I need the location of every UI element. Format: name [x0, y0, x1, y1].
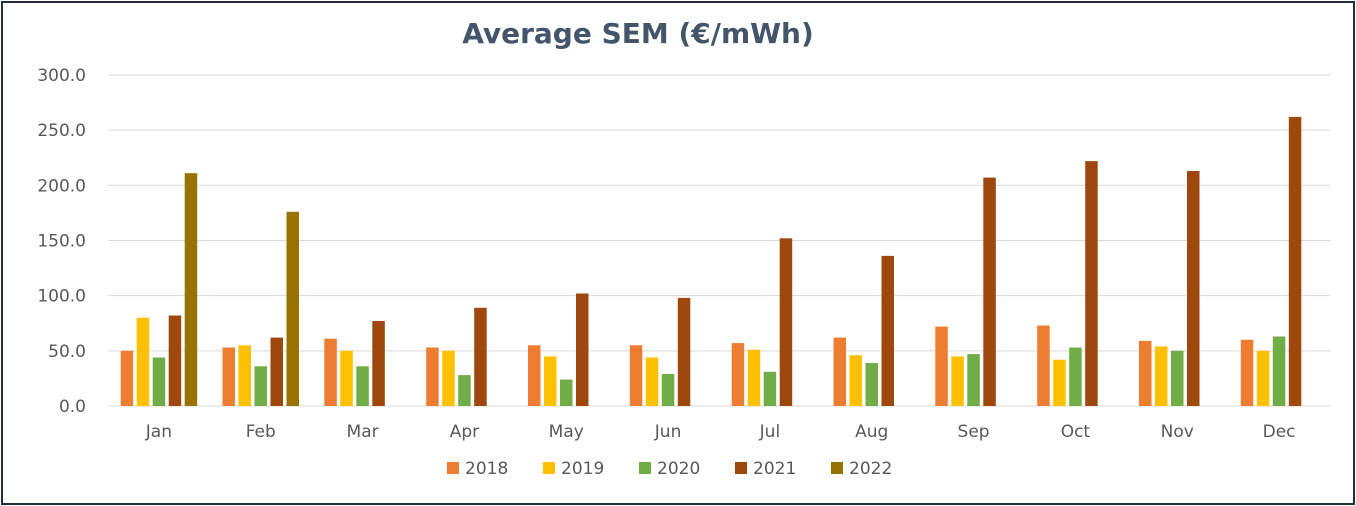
bar-2021-nov [1187, 171, 1200, 406]
bar-2019-jan [136, 317, 150, 406]
bar-2019-jul [747, 349, 761, 406]
x-tick-label: Apr [450, 422, 479, 442]
bar-2022-feb [286, 211, 299, 406]
y-tick-label: 0.0 [59, 397, 86, 417]
x-tick-label: Jun [654, 422, 682, 442]
y-axis-ticks: 0.0 50.0 100.0 150.0 200.0 250.0 300.0 [37, 66, 86, 417]
y-tick-label: 150.0 [37, 232, 86, 252]
legend-label-2021: 2021 [753, 459, 796, 479]
bar-2020-feb [254, 366, 267, 406]
bar-2019-apr [442, 350, 455, 406]
bar-2018-jun [629, 345, 643, 406]
bar-2018-sep [935, 326, 948, 406]
bar-2021-may [576, 293, 589, 406]
bar-2018-feb [222, 347, 235, 406]
legend-swatch-2018 [447, 462, 459, 474]
bar-2020-aug [865, 363, 878, 406]
x-tick-label: Dec [1263, 422, 1296, 442]
bar-2018-jul [731, 343, 745, 406]
bars [120, 116, 1302, 407]
bar-2018-mar [324, 338, 337, 406]
y-tick-label: 50.0 [48, 342, 86, 362]
bar-2018-may [528, 345, 541, 406]
bar-2021-aug [881, 255, 894, 406]
bar-2018-nov [1139, 340, 1152, 406]
bar-2021-jan [168, 315, 182, 406]
x-tick-label: Oct [1061, 422, 1091, 442]
y-tick-label: 300.0 [37, 66, 86, 86]
bar-2020-apr [458, 375, 471, 406]
bar-2021-feb [270, 337, 283, 406]
gridlines [108, 74, 1330, 407]
bar-2019-mar [340, 350, 353, 406]
legend-label-2022: 2022 [849, 459, 892, 479]
x-tick-label: May [549, 422, 584, 442]
legend-label-2018: 2018 [465, 459, 508, 479]
bar-2020-may [560, 379, 573, 406]
bar-2021-oct [1085, 161, 1098, 406]
bar-2020-mar [356, 366, 369, 406]
bar-2021-sep [983, 177, 996, 406]
bar-2019-nov [1155, 346, 1168, 406]
legend-swatch-2021 [735, 462, 747, 474]
x-tick-label: Feb [246, 422, 276, 442]
bar-2020-dec [1272, 336, 1286, 406]
bar-2020-jul [763, 371, 777, 406]
bar-2020-jun [661, 374, 675, 406]
bar-2018-aug [833, 337, 846, 406]
bar-2018-dec [1240, 339, 1254, 406]
bar-2019-oct [1053, 359, 1066, 406]
bar-2018-jan [120, 350, 134, 406]
x-tick-label: Sep [958, 422, 990, 442]
bar-2019-may [544, 356, 557, 406]
bar-2020-nov [1171, 350, 1184, 406]
bar-2018-oct [1037, 325, 1050, 406]
legend-swatch-2020 [639, 462, 651, 474]
bar-2021-mar [372, 321, 385, 406]
x-tick-label: Jan [145, 422, 172, 442]
bar-2021-dec [1288, 116, 1302, 407]
legend-swatch-2019 [543, 462, 555, 474]
bar-2018-apr [426, 347, 439, 406]
x-axis-ticks: Jan Feb Mar Apr May Jun Jul Aug Sep Oct Nov Dec [145, 422, 1296, 442]
bar-2021-jul [779, 238, 793, 406]
bar-2021-jun [677, 297, 691, 406]
legend-swatch-2022 [831, 462, 843, 474]
bar-2022-jan [184, 173, 198, 406]
bar-2019-aug [849, 355, 862, 406]
y-tick-label: 100.0 [37, 287, 86, 307]
chart-title: Average SEM (€/mWh) [462, 17, 814, 50]
bar-2021-apr [474, 307, 487, 406]
y-tick-label: 200.0 [37, 176, 86, 196]
x-tick-label: Aug [855, 422, 888, 442]
bar-2019-jun [645, 357, 659, 406]
bar-2019-dec [1256, 350, 1270, 406]
bar-2020-oct [1069, 347, 1082, 406]
bar-2020-jan [152, 357, 166, 406]
legend: 2018 2019 2020 2021 2022 [447, 459, 892, 479]
x-tick-label: Nov [1161, 422, 1194, 442]
legend-label-2020: 2020 [657, 459, 700, 479]
bar-2019-feb [238, 345, 251, 406]
x-tick-label: Mar [347, 422, 379, 442]
bar-2020-sep [967, 354, 980, 406]
y-tick-label: 250.0 [37, 121, 86, 141]
legend-label-2019: 2019 [561, 459, 604, 479]
bar-2019-sep [951, 356, 964, 406]
x-tick-label: Jul [759, 422, 781, 442]
